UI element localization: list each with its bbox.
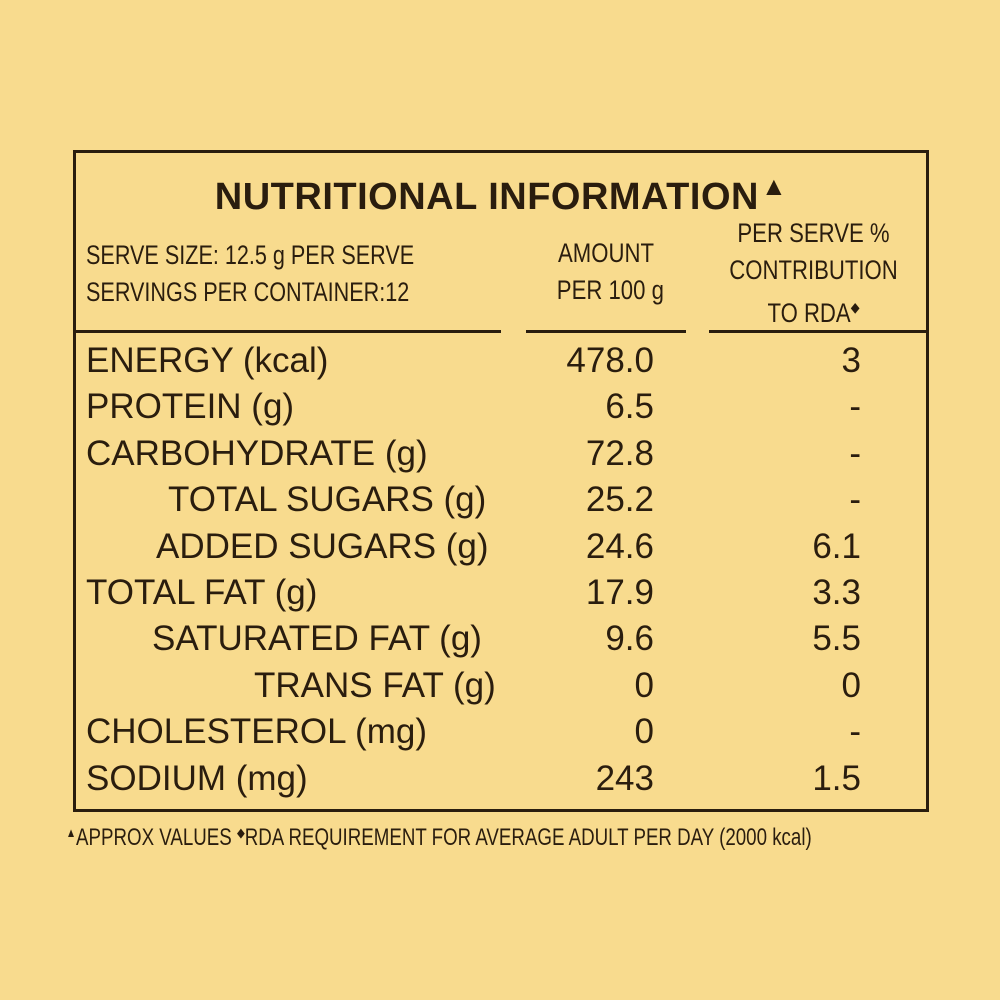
header-divider [76,330,501,333]
amount-per-100g: 9.6 [605,619,654,659]
rda-contribution: 5.5 [812,619,861,659]
amount-column-header: AMOUNT PER 100 g [556,235,664,309]
amount-header-line2: PER 100 g [556,275,664,305]
rda-mark-icon: ◆ [850,299,860,315]
nutrient-name: ENERGY (kcal) [86,341,329,380]
header-divider [526,330,686,333]
nutrient-rows: ENERGY (kcal) 478.0 3 PROTEIN (g) 6.5 - … [76,338,926,802]
rda-contribution: - [849,712,861,752]
footnote: ▲APPROX VALUES ◆RDA REQUIREMENT FOR AVER… [66,818,812,853]
table-row: TRANS FAT (g) 0 0 [76,663,926,709]
table-row: SODIUM (mg) 243 1.5 [76,756,926,802]
rda-contribution: 1.5 [812,758,861,798]
amount-per-100g: 243 [595,758,654,798]
nutrient-name: PROTEIN (g) [86,387,295,427]
amount-per-100g: 72.8 [585,433,654,473]
table-title: NUTRITIONAL INFORMATION▲ [76,171,926,219]
serve-size: SERVE SIZE: 12.5 g PER SERVE [86,240,415,270]
amount-per-100g: 478.0 [566,341,654,380]
nutrient-name: TRANS FAT (g) [254,665,496,705]
nutrient-name: TOTAL FAT (g) [86,572,318,612]
rda-contribution: 3.3 [812,572,861,612]
rda-column-header: PER SERVE % CONTRIBUTION TO RDA◆ [725,215,901,332]
rda-header-line2: CONTRIBUTION [729,255,898,285]
rda-contribution: 3 [841,341,861,380]
nutrient-name: TOTAL SUGARS (g) [168,480,487,520]
table-row: CARBOHYDRATE (g) 72.8 - [76,431,926,477]
table-row: TOTAL SUGARS (g) 25.2 - [76,477,926,523]
rda-header-line3: TO RDA [767,298,851,328]
title-text: NUTRITIONAL INFORMATION [214,176,759,218]
rda-contribution: - [849,387,861,427]
rda-contribution: - [849,480,861,520]
nutrient-name: CHOLESTEROL (mg) [86,712,427,752]
amount-per-100g: 17.9 [585,572,654,612]
approx-mark-icon: ▲ [66,825,77,840]
amount-per-100g: 24.6 [585,526,654,566]
amount-per-100g: 0 [634,712,654,752]
nutrient-name: CARBOHYDRATE (g) [86,433,428,473]
table-row: ENERGY (kcal) 478.0 3 [76,338,926,384]
approx-mark-icon: ▲ [760,171,788,201]
amount-per-100g: 6.5 [605,387,654,427]
rda-header-line1: PER SERVE % [737,218,890,248]
table-row: SATURATED FAT (g) 9.6 5.5 [76,616,926,662]
nutrient-name: ADDED SUGARS (g) [156,526,489,566]
table-row: CHOLESTEROL (mg) 0 - [76,709,926,755]
table-row: ADDED SUGARS (g) 24.6 6.1 [76,524,926,570]
rda-contribution: 0 [841,665,861,705]
amount-per-100g: 25.2 [585,480,654,520]
rda-contribution: 6.1 [812,526,861,566]
rda-header-line3-wrap: TO RDA◆ [725,289,901,332]
header-divider [709,330,929,333]
amount-per-100g: 0 [634,665,654,705]
nutrition-table: NUTRITIONAL INFORMATION▲ SERVE SIZE: 12.… [73,150,929,812]
rda-contribution: - [849,433,861,473]
servings-per-container: SERVINGS PER CONTAINER:12 [86,277,410,307]
approx-values-note: APPROX VALUES [76,824,232,851]
table-row: PROTEIN (g) 6.5 - [76,384,926,430]
table-row: TOTAL FAT (g) 17.9 3.3 [76,570,926,616]
amount-header-line1: AMOUNT [558,238,654,268]
rda-requirement-note: RDA REQUIREMENT FOR AVERAGE ADULT PER DA… [244,824,812,851]
rda-mark-icon: ◆ [236,825,245,840]
nutrient-name: SATURATED FAT (g) [152,619,482,659]
serve-info-header: SERVE SIZE: 12.5 g PER SERVE SERVINGS PE… [86,237,414,311]
nutrient-name: SODIUM (mg) [86,758,308,798]
